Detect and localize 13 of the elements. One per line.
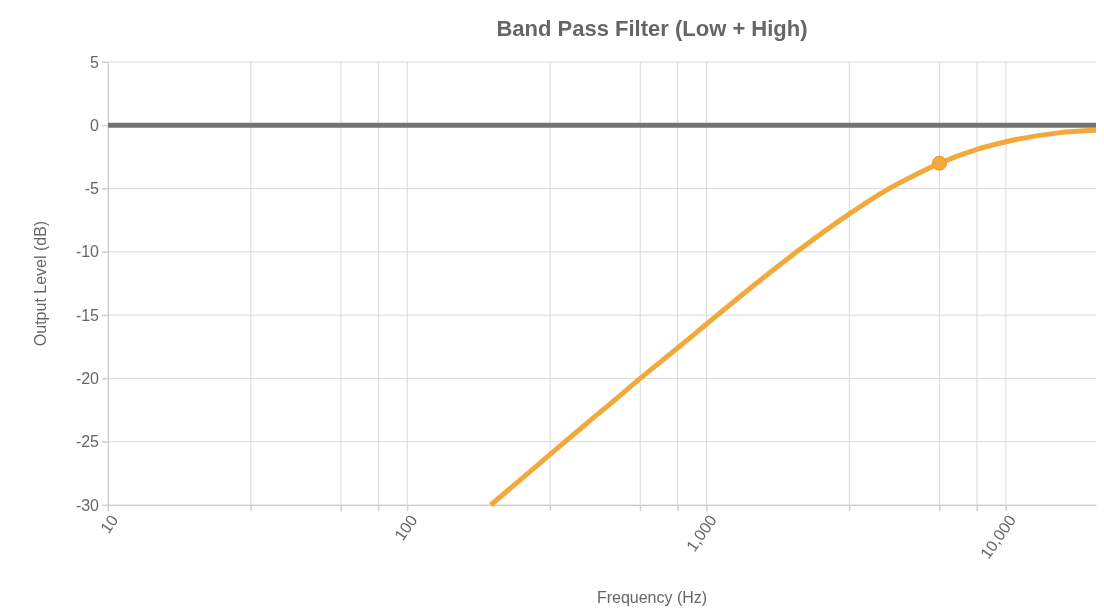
y-tick-label: -10 — [75, 243, 100, 261]
y-tick-label: 5 — [90, 53, 100, 71]
x-tick-label: 10 — [97, 511, 122, 537]
y-axis-title: Output Level (dB) — [32, 220, 49, 347]
chart-title: Band Pass Filter (Low + High) — [496, 16, 808, 41]
y-tick-label: -25 — [75, 433, 100, 451]
y-tick-label: 0 — [90, 116, 100, 134]
x-tick-label: 100 — [391, 511, 421, 544]
y-tick-label: -15 — [75, 306, 100, 324]
y-tick-label: -30 — [75, 496, 100, 514]
x-axis-title: Frequency (Hz) — [596, 589, 708, 606]
y-tick-label: -5 — [84, 180, 100, 198]
y-tick-label: -20 — [75, 370, 100, 388]
